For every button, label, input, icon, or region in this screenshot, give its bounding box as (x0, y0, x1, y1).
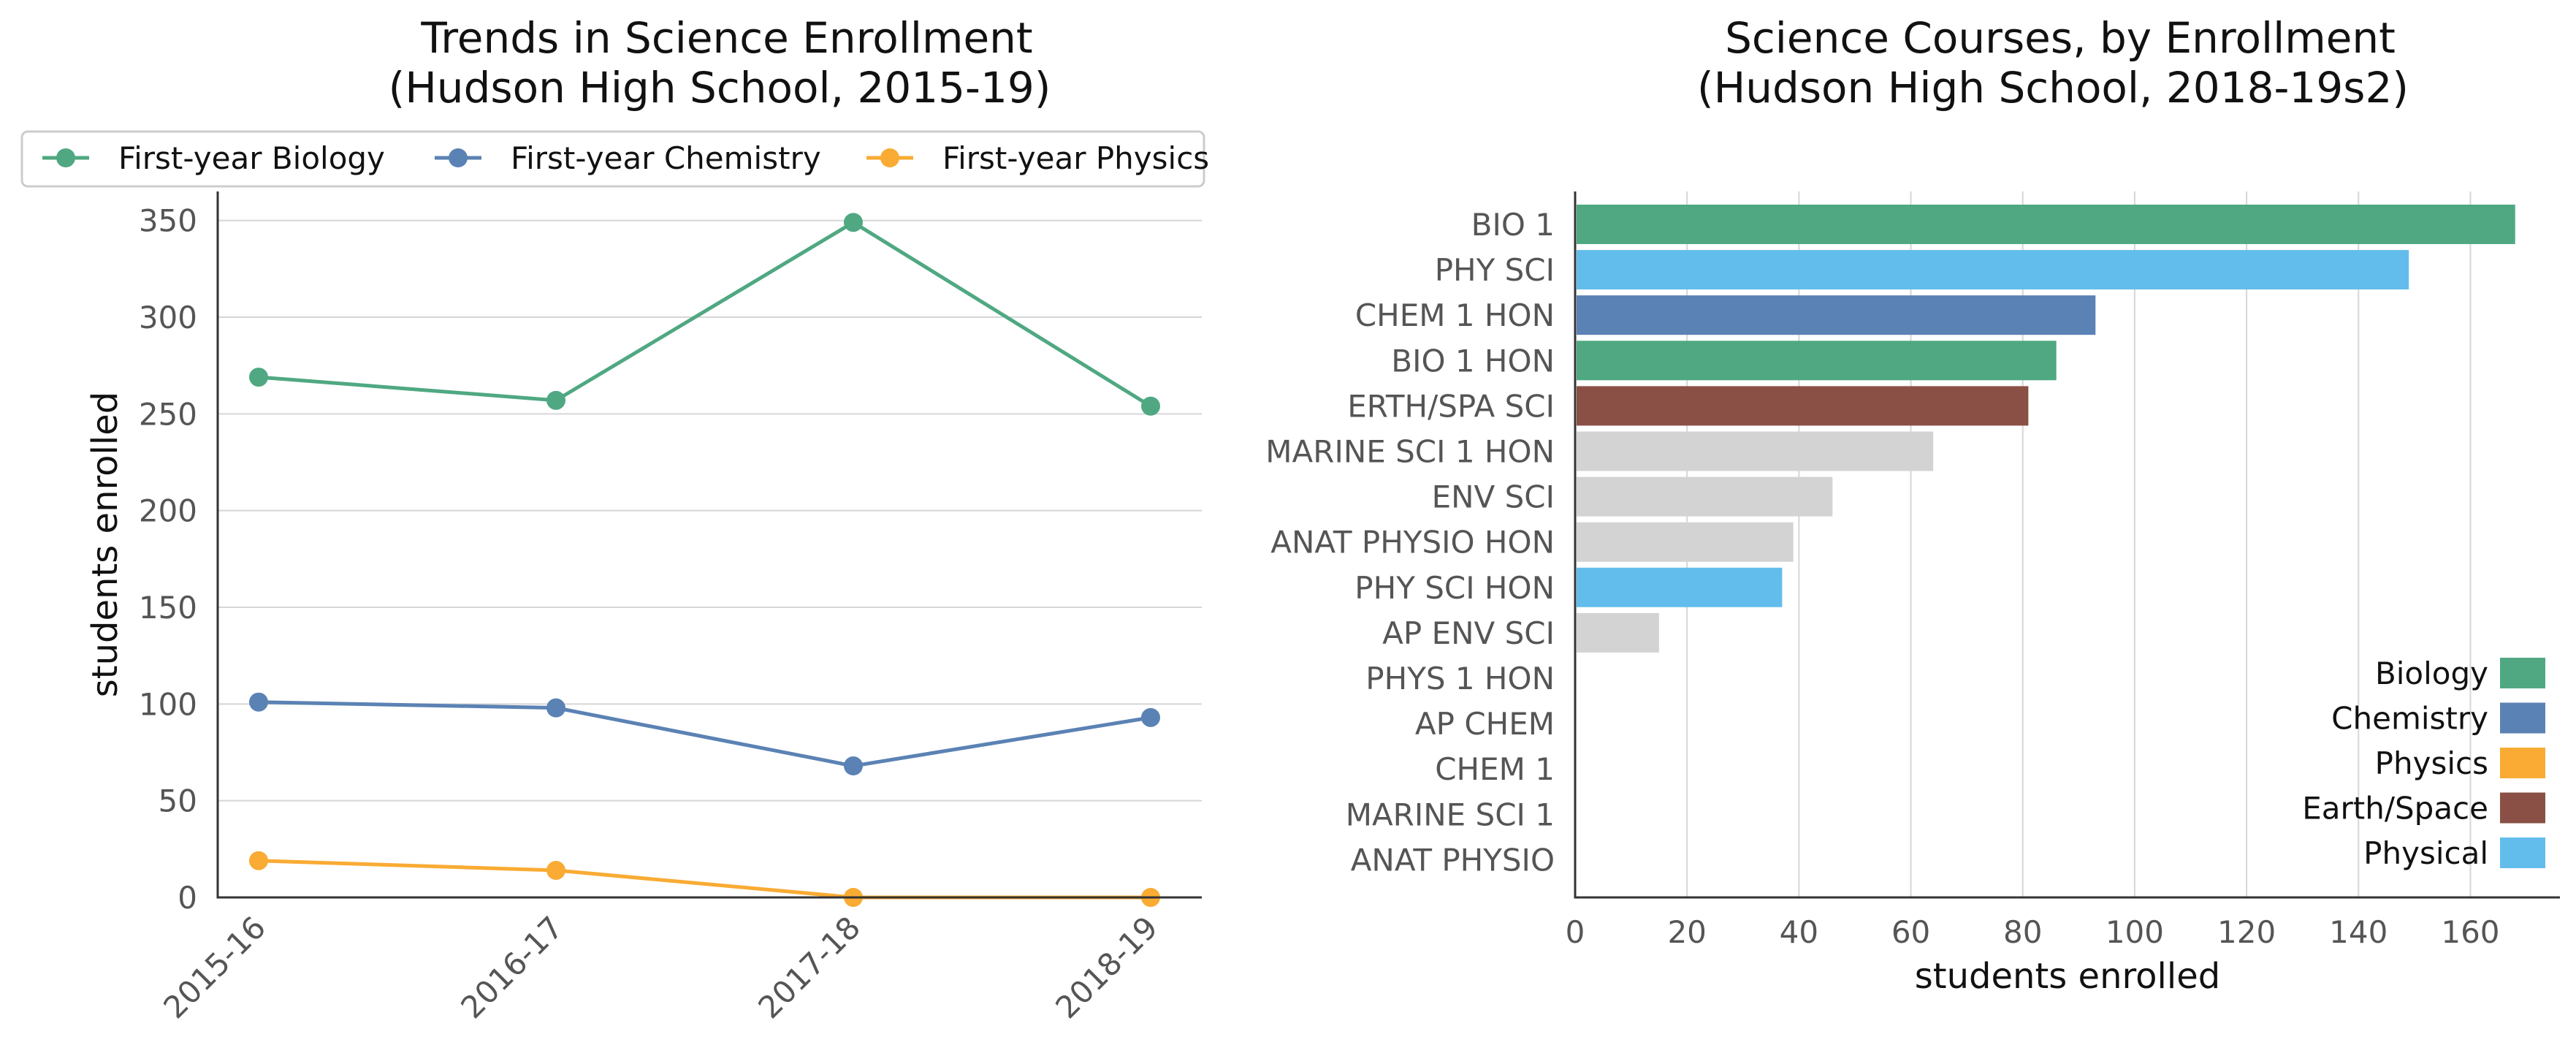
bar-chart-category-label: CHEM 1 HON (1355, 297, 1555, 333)
line-chart-title-line-2: (Hudson High School, 2015-19) (389, 63, 1051, 113)
bar-chart-x-tick-label: 160 (2441, 914, 2499, 950)
bar (1577, 476, 1833, 517)
bar-chart-bars (1577, 205, 2515, 653)
bar-chart-category-label: PHY SCI (1435, 252, 1555, 288)
line-series-3 (258, 859, 1151, 900)
bar-chart-legend-label: Biology (2375, 656, 2488, 691)
bar-chart-category-label: AP CHEM (1415, 706, 1555, 742)
bar (1577, 431, 1934, 471)
line-series-1-point (546, 390, 565, 410)
bar (1577, 522, 1794, 562)
line-chart-legend-items: First-year Biology First-year Chemistry Fi… (42, 140, 1209, 176)
line-chart-legend-marker (56, 148, 75, 167)
line-series-2-point (546, 698, 565, 718)
bar-chart-legend-label: Physics (2375, 745, 2488, 781)
line-chart-y-tick-label: 300 (139, 300, 197, 335)
bar (1577, 295, 2096, 335)
line-chart-legend-label: First-year Physics (942, 140, 1209, 176)
line-series-2-point (1141, 707, 1160, 727)
line-chart-x-tick-label: 2016-17 (454, 909, 570, 1025)
line-chart-y-tick-label: 350 (139, 203, 197, 239)
bar-chart-legend-swatch (2500, 658, 2545, 688)
bar-chart-legend-swatch (2500, 792, 2545, 824)
line-chart-legend-marker (880, 148, 899, 167)
line-chart-x-ticks: 2015-16 2016-17 2017-18 2018-19 (156, 909, 1165, 1025)
bar-chart: Science Courses, by Enrollment (Hudson H… (1265, 13, 2560, 997)
bar-chart-x-tick-label: 80 (2003, 914, 2042, 950)
bar-chart-category-label: PHYS 1 HON (1365, 661, 1555, 696)
bar-chart-x-tick-label: 140 (2329, 914, 2388, 950)
bar-chart-category-label: BIO 1 HON (1391, 343, 1555, 379)
bar (1577, 250, 2409, 290)
line-chart-legend-label: First-year Biology (118, 140, 385, 176)
line-series-1 (258, 220, 1152, 408)
line-series-1-point (1141, 396, 1160, 416)
line-chart-y-axis-label: students enrolled (85, 392, 126, 697)
line-series-1-point (844, 213, 863, 232)
line-series-2 (258, 700, 1151, 768)
line-chart-y-tick-label: 50 (159, 783, 197, 819)
line-chart-legend-label: First-year Chemistry (511, 140, 821, 176)
bar-chart-category-label: AP ENV SCI (1382, 615, 1555, 651)
bar-chart-x-axis-label: students enrolled (1915, 956, 2220, 997)
line-chart-y-tick-label: 0 (178, 880, 197, 916)
line-series-3-point (546, 860, 565, 880)
line-series-2-point (844, 756, 863, 776)
bar-chart-category-label: ERTH/SPA SCI (1347, 388, 1555, 424)
bar-chart-category-label: ENV SCI (1432, 479, 1555, 515)
bar-chart-category-label: MARINE SCI 1 (1346, 797, 1555, 832)
line-series-1-point (249, 368, 268, 387)
bar-chart-legend: Biology Chemistry Physics Earth/Space Physic… (2302, 656, 2545, 871)
bar-chart-legend-swatch (2500, 702, 2545, 734)
bar (1577, 205, 2515, 244)
bar (1577, 567, 1783, 607)
bar-chart-axes (1574, 191, 2560, 899)
line-series-2-point (249, 692, 268, 712)
bar-chart-category-label: ANAT PHYSIO (1351, 842, 1555, 878)
line-chart-axes (216, 191, 1202, 899)
bar-chart-x-tick-label: 20 (1667, 914, 1706, 950)
bar-chart-legend-label: Earth/Space (2302, 791, 2488, 827)
line-chart-x-tick-label: 2015-16 (156, 909, 273, 1025)
bar-chart-x-ticks: 0 20 40 60 80 100 120 140 160 (1566, 914, 2500, 950)
line-chart-y-tick-label: 200 (139, 493, 197, 529)
line-chart-y-ticks: 0 50 100 150 200 250 300 350 (139, 203, 197, 916)
bar-chart-x-tick-label: 100 (2106, 914, 2164, 950)
bar-chart-legend-swatch (2500, 748, 2545, 778)
line-series-3-point (249, 851, 268, 870)
bar (1577, 386, 2029, 426)
line-chart-legend-frame (20, 130, 1205, 188)
bar-chart-legend-swatch (2500, 837, 2545, 868)
bar-chart-category-label: ANAT PHYSIO HON (1270, 525, 1555, 561)
bar-chart-x-tick-label: 40 (1780, 914, 1818, 950)
line-chart-legend-marker (449, 148, 468, 167)
line-chart-legend: First-year Biology First-year Chemistry Fi… (20, 130, 1209, 188)
bar-chart-x-tick-label: 60 (1891, 914, 1930, 950)
bar-chart-legend-label: Physical (2363, 835, 2488, 871)
bar-chart-category-labels: BIO 1 PHY SCI CHEM 1 HON BIO 1 HON ERTH/SPA … (1265, 207, 1555, 878)
line-chart-y-tick-label: 150 (139, 590, 197, 626)
bar-chart-x-tick-label: 0 (1566, 914, 1585, 950)
line-chart: Trends in Science Enrollment (Hudson Hig… (20, 13, 1209, 1025)
bar-chart-category-label: PHY SCI HON (1354, 570, 1555, 606)
bar-chart-category-label: CHEM 1 (1435, 751, 1555, 787)
line-chart-y-tick-label: 250 (139, 396, 197, 432)
bar (1577, 341, 2057, 381)
bar-chart-category-label: BIO 1 (1471, 207, 1555, 243)
line-chart-title-line-1: Trends in Science Enrollment (420, 13, 1032, 63)
bar-chart-x-tick-label: 120 (2217, 914, 2276, 950)
bar-chart-title-line-1: Science Courses, by Enrollment (1725, 13, 2396, 63)
bar-chart-legend-label: Chemistry (2331, 701, 2488, 737)
line-chart-x-tick-label: 2017-18 (751, 909, 867, 1025)
bar (1577, 612, 1659, 653)
line-chart-x-tick-label: 2018-19 (1048, 909, 1165, 1025)
bar-chart-category-label: MARINE SCI 1 HON (1265, 434, 1555, 470)
line-chart-y-tick-label: 100 (139, 686, 197, 722)
bar-chart-title-line-2: (Hudson High School, 2018-19s2) (1697, 63, 2409, 113)
